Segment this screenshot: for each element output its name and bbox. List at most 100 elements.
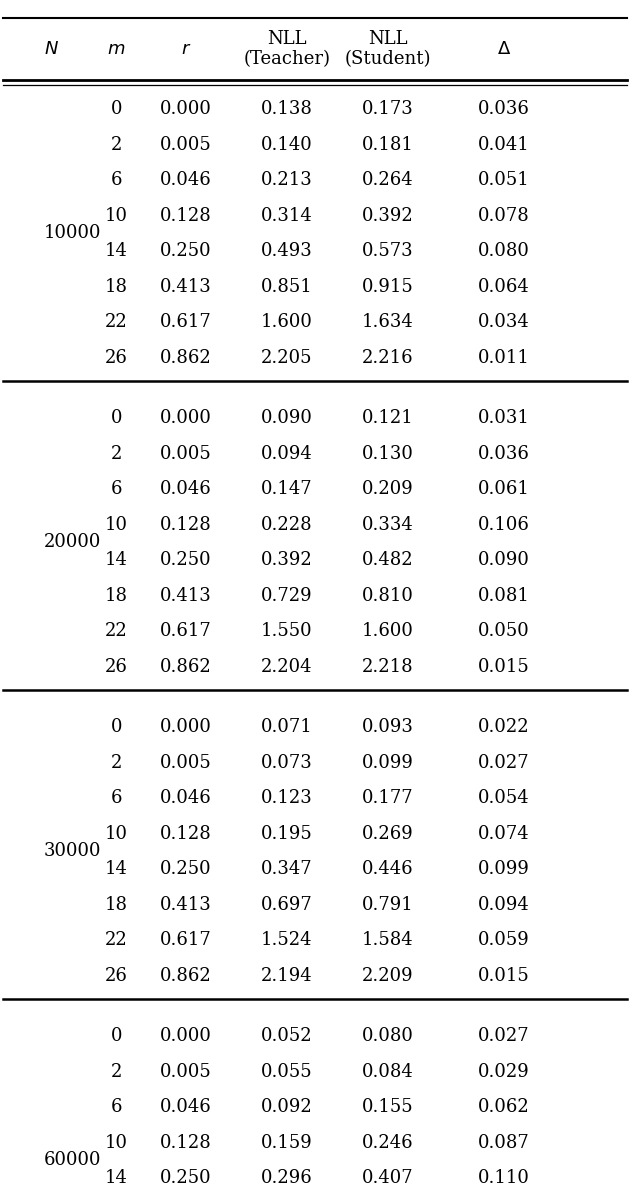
Text: 0.697: 0.697: [261, 896, 312, 914]
Text: 0.074: 0.074: [478, 824, 530, 842]
Text: 0.213: 0.213: [261, 171, 312, 189]
Text: 0.128: 0.128: [160, 516, 212, 534]
Text: 1.550: 1.550: [261, 622, 312, 640]
Text: 0.209: 0.209: [362, 480, 413, 498]
Text: 0.493: 0.493: [261, 242, 312, 260]
Text: 0.140: 0.140: [261, 135, 312, 153]
Text: $m$: $m$: [107, 40, 126, 58]
Text: 0.128: 0.128: [160, 1133, 212, 1151]
Text: 0.851: 0.851: [261, 278, 312, 296]
Text: 14: 14: [105, 242, 128, 260]
Text: 0.250: 0.250: [160, 551, 212, 569]
Text: 0.015: 0.015: [478, 658, 530, 676]
Text: 26: 26: [105, 967, 128, 985]
Text: 1.524: 1.524: [261, 931, 312, 949]
Text: 2.218: 2.218: [362, 658, 413, 676]
Text: 0.128: 0.128: [160, 207, 212, 225]
Text: 0.915: 0.915: [362, 278, 413, 296]
Text: 0.413: 0.413: [160, 587, 212, 605]
Text: 14: 14: [105, 860, 128, 878]
Text: 0.000: 0.000: [160, 101, 212, 119]
Text: 0.092: 0.092: [261, 1099, 312, 1117]
Text: $N$: $N$: [44, 40, 59, 58]
Text: 0.000: 0.000: [160, 719, 212, 737]
Text: 0.052: 0.052: [261, 1027, 312, 1045]
Text: 2: 2: [111, 444, 122, 462]
Text: 0.264: 0.264: [362, 171, 413, 189]
Text: 0.617: 0.617: [160, 931, 212, 949]
Text: 0.050: 0.050: [478, 622, 530, 640]
Text: 0.027: 0.027: [478, 1027, 530, 1045]
Text: 0.055: 0.055: [261, 1063, 312, 1081]
Text: 0: 0: [111, 719, 122, 737]
Text: 0.093: 0.093: [362, 719, 413, 737]
Text: 0.269: 0.269: [362, 824, 413, 842]
Text: 0.446: 0.446: [362, 860, 413, 878]
Text: 0.046: 0.046: [160, 171, 212, 189]
Text: 0.106: 0.106: [478, 516, 530, 534]
Text: 0.482: 0.482: [362, 551, 413, 569]
Text: 0.046: 0.046: [160, 480, 212, 498]
Text: 0.099: 0.099: [478, 860, 530, 878]
Text: 22: 22: [105, 622, 128, 640]
Text: 0: 0: [111, 410, 122, 428]
Text: 0.123: 0.123: [261, 789, 312, 807]
Text: 0.061: 0.061: [478, 480, 530, 498]
Text: 0.617: 0.617: [160, 622, 212, 640]
Text: 2.204: 2.204: [261, 658, 312, 676]
Text: 2: 2: [111, 754, 122, 772]
Text: 0.195: 0.195: [261, 824, 312, 842]
Text: 0.128: 0.128: [160, 824, 212, 842]
Text: 0.081: 0.081: [478, 587, 530, 605]
Text: 0.054: 0.054: [478, 789, 530, 807]
Text: 6: 6: [111, 480, 122, 498]
Text: 0.090: 0.090: [478, 551, 530, 569]
Text: $r$: $r$: [181, 40, 191, 58]
Text: 20000: 20000: [44, 533, 101, 551]
Text: 60000: 60000: [44, 1151, 101, 1169]
Text: 0.413: 0.413: [160, 278, 212, 296]
Text: 0.862: 0.862: [160, 658, 212, 676]
Text: 0.005: 0.005: [160, 444, 212, 462]
Text: 0.046: 0.046: [160, 789, 212, 807]
Text: 0.250: 0.250: [160, 1169, 212, 1187]
Text: 0.080: 0.080: [478, 242, 530, 260]
Text: 6: 6: [111, 171, 122, 189]
Text: 2.209: 2.209: [362, 967, 413, 985]
Text: 0.005: 0.005: [160, 754, 212, 772]
Text: 2.194: 2.194: [261, 967, 312, 985]
Text: 0.173: 0.173: [362, 101, 413, 119]
Text: 0.250: 0.250: [160, 242, 212, 260]
Text: 0.051: 0.051: [478, 171, 530, 189]
Text: 0.573: 0.573: [362, 242, 413, 260]
Text: 30000: 30000: [44, 842, 101, 860]
Text: 1.634: 1.634: [362, 313, 413, 332]
Text: 0.064: 0.064: [478, 278, 530, 296]
Text: 10: 10: [105, 824, 128, 842]
Text: 10: 10: [105, 516, 128, 534]
Text: 0.155: 0.155: [362, 1099, 413, 1117]
Text: 0.228: 0.228: [261, 516, 312, 534]
Text: 0.011: 0.011: [478, 349, 530, 367]
Text: 14: 14: [105, 1169, 128, 1187]
Text: 22: 22: [105, 931, 128, 949]
Text: NLL
(Student): NLL (Student): [344, 30, 431, 68]
Text: 0: 0: [111, 101, 122, 119]
Text: 0.130: 0.130: [362, 444, 413, 462]
Text: 0.099: 0.099: [362, 754, 413, 772]
Text: 0.000: 0.000: [160, 1027, 212, 1045]
Text: 0.392: 0.392: [261, 551, 312, 569]
Text: 26: 26: [105, 658, 128, 676]
Text: 0.347: 0.347: [261, 860, 312, 878]
Text: 0.617: 0.617: [160, 313, 212, 332]
Text: 26: 26: [105, 349, 128, 367]
Text: 0.392: 0.392: [362, 207, 413, 225]
Text: 0.078: 0.078: [478, 207, 530, 225]
Text: 0.094: 0.094: [261, 444, 312, 462]
Text: 0.090: 0.090: [261, 410, 312, 428]
Text: 0.022: 0.022: [478, 719, 530, 737]
Text: 10000: 10000: [44, 224, 101, 242]
Text: 0.296: 0.296: [261, 1169, 312, 1187]
Text: 0.791: 0.791: [362, 896, 413, 914]
Text: 0.177: 0.177: [362, 789, 413, 807]
